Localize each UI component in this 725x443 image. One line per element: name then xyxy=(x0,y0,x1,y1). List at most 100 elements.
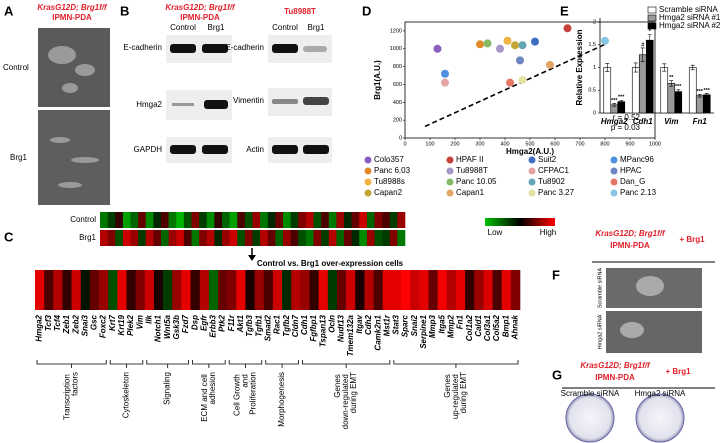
legend-swatch xyxy=(528,156,536,164)
legend-swatch xyxy=(528,167,536,175)
error-bar xyxy=(662,63,667,72)
heat-cell xyxy=(138,230,147,246)
gene-label: Vim xyxy=(135,315,144,329)
gene-label: Fn1 xyxy=(456,314,465,329)
heat-cell xyxy=(206,230,215,246)
heat-cell xyxy=(321,230,330,246)
model: IPMN-PDA xyxy=(610,241,650,250)
row-label: Hmga2 siRNA xyxy=(597,314,603,349)
heat-cell xyxy=(401,270,411,310)
heat-cell xyxy=(44,270,54,310)
gene-label: Snai3 xyxy=(80,314,89,336)
annotation: r = 0.52 xyxy=(613,113,641,122)
heat-cell xyxy=(122,212,131,228)
heat-cell xyxy=(199,270,210,310)
error-bar xyxy=(690,64,695,71)
heat-cell xyxy=(245,270,255,310)
gene-label: Hmga2 xyxy=(35,314,44,341)
group-label: Signaling xyxy=(163,372,172,405)
gene-label: Itga5 xyxy=(437,314,446,333)
row-label: Control xyxy=(3,63,29,72)
point xyxy=(476,40,484,49)
legend-swatch xyxy=(446,189,454,197)
heat-cell xyxy=(138,212,147,228)
gene-label: Mmp3 xyxy=(428,314,437,338)
heat-cell xyxy=(227,270,237,310)
legend-label: HPAF II xyxy=(456,155,483,164)
point xyxy=(516,56,524,65)
heat-cell xyxy=(355,270,365,310)
row-label: GAPDH xyxy=(134,145,163,154)
gene-label: Col1a2 xyxy=(465,314,474,341)
heat-cell xyxy=(222,230,230,246)
heat-cell xyxy=(229,212,238,228)
heat-cell xyxy=(373,270,384,310)
significance: * xyxy=(649,29,652,35)
group-bracket xyxy=(301,360,391,368)
heat-cell xyxy=(344,230,352,246)
legend-swatch xyxy=(446,178,454,186)
heat-cell xyxy=(313,212,322,228)
legend-label: Capan1 xyxy=(456,188,485,197)
row-label: E-cadherin xyxy=(225,43,264,52)
x-tick-label: 500 xyxy=(525,141,534,147)
column-label: Scramble siRNA xyxy=(561,389,620,398)
group-bracket xyxy=(393,360,519,368)
y-tick-label: 0.5 xyxy=(588,88,596,94)
column-label: Control xyxy=(272,23,298,32)
heat-cell xyxy=(327,270,338,310)
heat-cell xyxy=(130,212,139,228)
error-bar xyxy=(640,47,645,62)
heat-cell xyxy=(291,270,301,310)
point xyxy=(441,78,449,87)
y-tick-label: 400 xyxy=(393,100,402,106)
point xyxy=(518,41,527,50)
heat-cell xyxy=(382,270,393,310)
heat-cell xyxy=(366,212,375,228)
legend-swatch xyxy=(364,156,372,164)
bar xyxy=(667,83,676,114)
heat-cell xyxy=(298,212,307,228)
group-label: Cell Growth and Proliferation xyxy=(233,372,258,416)
heat-cell xyxy=(222,212,230,228)
heat-cell xyxy=(108,270,118,310)
y-tick-label: 600 xyxy=(393,82,402,88)
gene-label: Zeb2 xyxy=(71,314,80,334)
error-bar xyxy=(669,80,674,87)
legend-swatch xyxy=(647,6,657,14)
legend-swatch xyxy=(610,178,618,186)
row-label: Control xyxy=(70,215,96,224)
gene-label: Erbb3 xyxy=(209,314,218,337)
gene-label: Ocln xyxy=(328,315,337,333)
legend-label: HPAC xyxy=(620,166,642,175)
x-tick-label: Vim xyxy=(664,117,678,126)
gene-label: Itgav xyxy=(355,314,364,333)
heat-cell xyxy=(298,230,307,246)
heat-cell xyxy=(172,270,182,310)
legend-label: Dan_G xyxy=(620,177,645,186)
treatment: + Brg1 xyxy=(665,367,691,376)
gene-label: Tcf4 xyxy=(53,314,62,331)
heat-cell xyxy=(99,270,109,310)
model: IPMN-PDA xyxy=(180,13,220,22)
heat-cell xyxy=(236,270,246,310)
row-label: E-cadherin xyxy=(123,43,162,52)
legend-label: Tu8988s xyxy=(374,177,405,186)
row-label: Actin xyxy=(246,145,264,154)
genotype: KrasG12D; Brg1f/f xyxy=(165,3,236,12)
heat-cell xyxy=(252,212,261,228)
heat-cell xyxy=(364,270,374,310)
legend-label: Scramble siRNA xyxy=(659,5,718,14)
heat-cell xyxy=(176,230,185,246)
gene-label: Camk2n1 xyxy=(373,314,382,350)
gene-label: Cald1 xyxy=(474,314,483,336)
heat-cell xyxy=(89,270,100,310)
heat-cell xyxy=(397,212,406,228)
legend-swatch xyxy=(528,189,536,197)
row-label: Vimentin xyxy=(233,96,264,105)
heat-cell xyxy=(366,230,375,246)
group-bracket xyxy=(265,360,299,368)
heat-cell xyxy=(283,230,291,246)
heat-cell xyxy=(336,270,347,310)
cell-line: Tu8988T xyxy=(284,7,316,16)
